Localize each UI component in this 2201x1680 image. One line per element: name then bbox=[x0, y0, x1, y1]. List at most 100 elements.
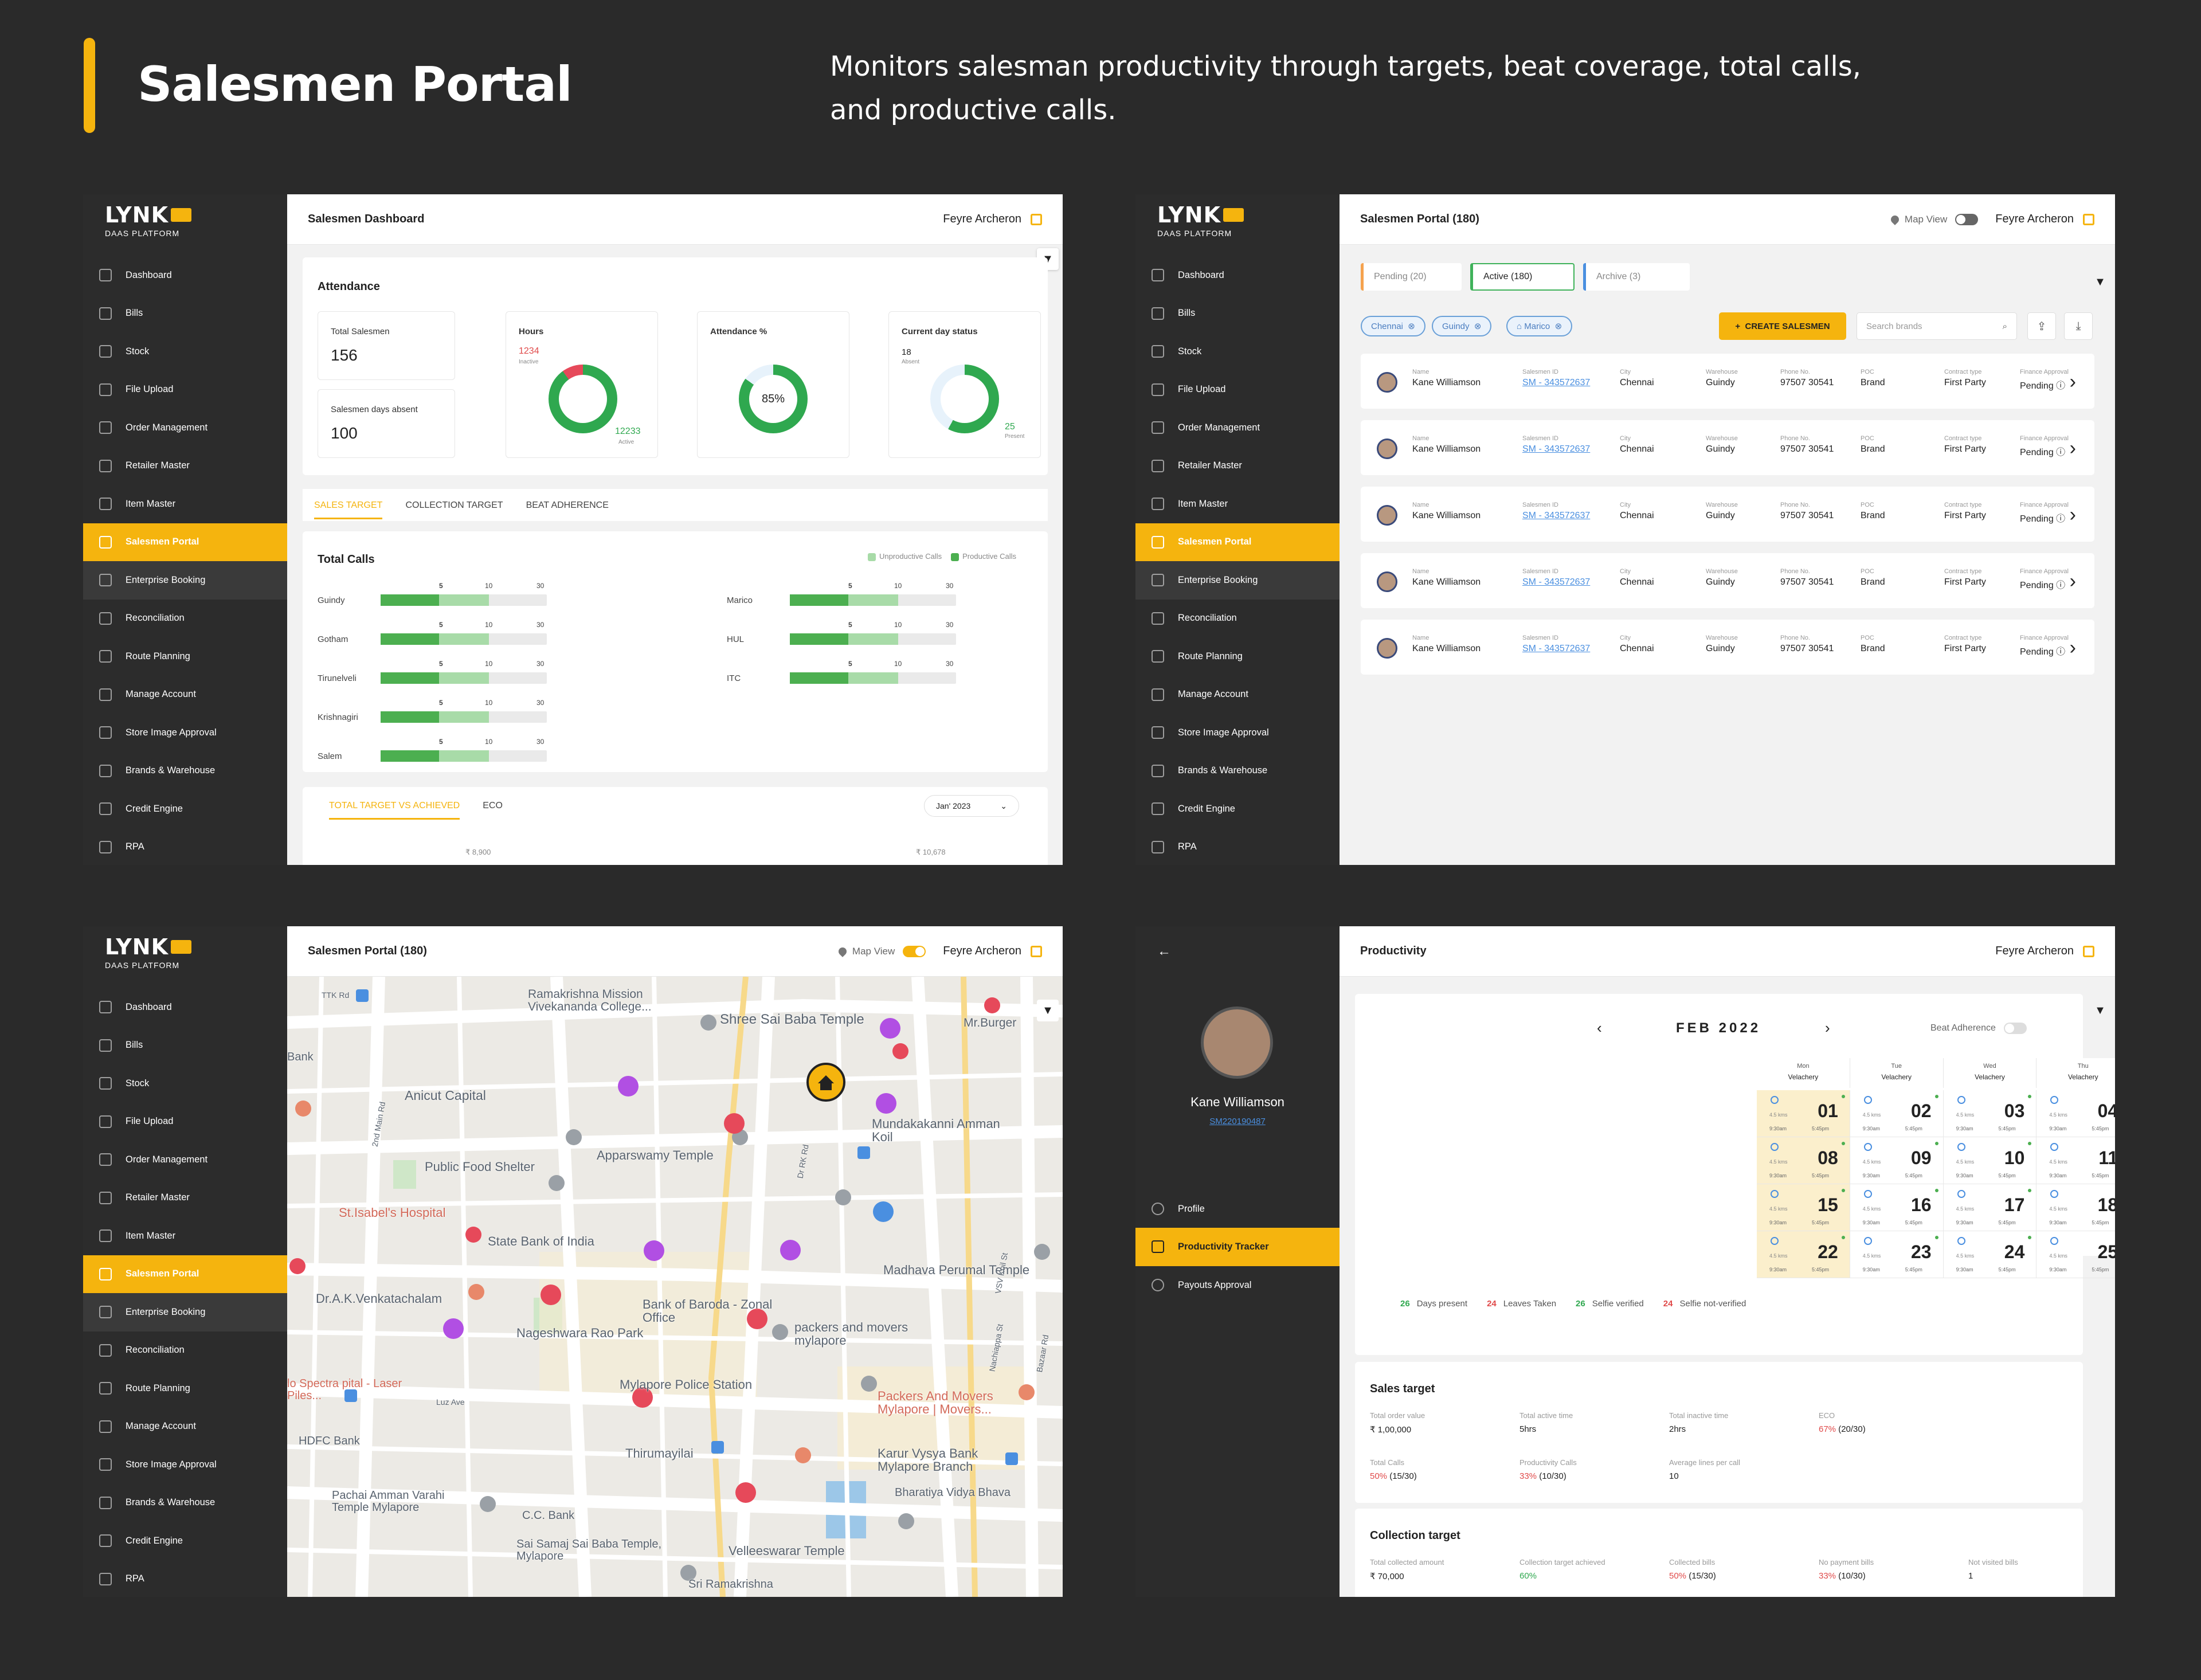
calendar-day-cell[interactable]: 23 4.5 kms 9:30am 5:45pm bbox=[1850, 1231, 1944, 1278]
logout-icon[interactable] bbox=[1031, 213, 1042, 225]
filter-chip-guindy[interactable]: Guindy ⊗ bbox=[1432, 316, 1492, 336]
sidebar-item-route-planning[interactable]: Route Planning bbox=[1135, 637, 1340, 676]
tab-collection-target[interactable]: COLLECTION TARGET bbox=[405, 500, 503, 510]
calendar-day-cell[interactable]: 16 4.5 kms 9:30am 5:45pm bbox=[1850, 1184, 1944, 1231]
sidebar-item-salesmen-portal[interactable]: Salesmen Portal bbox=[83, 1255, 287, 1293]
logout-icon[interactable] bbox=[2083, 945, 2094, 957]
user-name[interactable]: Feyre Archeron bbox=[1995, 213, 2074, 225]
sidebar-item-item-master[interactable]: Item Master bbox=[1135, 485, 1340, 523]
upload-icon[interactable]: ⇪ bbox=[2027, 312, 2056, 340]
logout-icon[interactable] bbox=[2083, 213, 2094, 225]
sidebar-item-route-planning[interactable]: Route Planning bbox=[83, 637, 287, 676]
chevron-right-icon[interactable]: › bbox=[2069, 504, 2076, 526]
chevron-right-icon[interactable]: › bbox=[2069, 637, 2076, 659]
sidebar-item-manage-account[interactable]: Manage Account bbox=[83, 676, 287, 714]
cell-value[interactable]: SM - 343572637 bbox=[1522, 577, 1591, 587]
tab-archive[interactable]: Archive (3) bbox=[1583, 263, 1690, 291]
beat-adherence-toggle[interactable]: Beat Adherence bbox=[1930, 1023, 2027, 1034]
sidebar-item-brands-warehouse[interactable]: Brands & Warehouse bbox=[1135, 752, 1340, 790]
calendar-day-cell[interactable]: 15 4.5 kms 9:30am 5:45pm bbox=[1757, 1184, 1850, 1231]
table-row[interactable]: Name Kane Williamson Salesmen ID SM - 34357… bbox=[1361, 420, 2094, 475]
cell-value[interactable]: SM - 343572637 bbox=[1522, 378, 1591, 387]
filter-icon[interactable]: ▼ bbox=[2094, 275, 2106, 288]
cell-value[interactable]: SM - 343572637 bbox=[1522, 511, 1591, 520]
sidebar-item-bills[interactable]: Bills bbox=[1135, 295, 1340, 333]
chevron-right-icon[interactable]: › bbox=[2069, 570, 2076, 592]
calendar-day-cell[interactable]: 01 4.5 kms 9:30am 5:45pm bbox=[1757, 1090, 1850, 1137]
next-month-icon[interactable]: › bbox=[1825, 1019, 1830, 1036]
table-row[interactable]: Name Kane Williamson Salesmen ID SM - 34357… bbox=[1361, 487, 2094, 542]
sidebar-item-credit-engine[interactable]: Credit Engine bbox=[83, 790, 287, 828]
user-name[interactable]: Feyre Archeron bbox=[943, 945, 1021, 957]
tab-pending[interactable]: Pending (20) bbox=[1361, 263, 1462, 291]
sidebar-item-retailer-master[interactable]: Retailer Master bbox=[1135, 447, 1340, 485]
sidebar-item-route-planning[interactable]: Route Planning bbox=[83, 1369, 287, 1408]
table-row[interactable]: Name Kane Williamson Salesmen ID SM - 34357… bbox=[1361, 620, 2094, 675]
nav-productivity-tracker[interactable]: Productivity Tracker bbox=[1135, 1228, 1340, 1266]
create-salesmen-button[interactable]: + CREATE SALESMEN bbox=[1719, 312, 1846, 340]
calendar-day-cell[interactable]: 09 4.5 kms 9:30am 5:45pm bbox=[1850, 1137, 1944, 1184]
sidebar-item-manage-account[interactable]: Manage Account bbox=[83, 1408, 287, 1446]
filter-chip-chennai[interactable]: Chennai ⊗ bbox=[1361, 316, 1425, 336]
sidebar-item-stock[interactable]: Stock bbox=[83, 1064, 287, 1103]
sidebar-item-file-upload[interactable]: File Upload bbox=[1135, 371, 1340, 409]
calendar-day-cell[interactable]: 02 4.5 kms 9:30am 5:45pm bbox=[1850, 1090, 1944, 1137]
sidebar-item-enterprise-booking[interactable]: Enterprise Booking bbox=[1135, 561, 1340, 600]
sidebar-item-dashboard[interactable]: Dashboard bbox=[1135, 256, 1340, 295]
sidebar-item-bills[interactable]: Bills bbox=[83, 1027, 287, 1065]
chevron-right-icon[interactable]: › bbox=[2069, 371, 2076, 393]
sidebar-item-order-management[interactable]: Order Management bbox=[83, 1141, 287, 1179]
calendar-day-cell[interactable]: 17 4.5 kms 9:30am 5:45pm bbox=[1943, 1184, 2037, 1231]
sidebar-item-credit-engine[interactable]: Credit Engine bbox=[83, 1522, 287, 1560]
calendar-day-cell[interactable]: 25 4.5 kms 9:30am 5:45pm bbox=[2036, 1231, 2115, 1278]
sidebar-item-reconciliation[interactable]: Reconciliation bbox=[83, 1332, 287, 1370]
sidebar-item-stock[interactable]: Stock bbox=[83, 332, 287, 371]
sidebar-item-file-upload[interactable]: File Upload bbox=[83, 1103, 287, 1141]
sidebar-item-manage-account[interactable]: Manage Account bbox=[1135, 676, 1340, 714]
tab-eco[interactable]: ECO bbox=[483, 801, 503, 810]
sidebar-item-store-image-approval[interactable]: Store Image Approval bbox=[83, 714, 287, 752]
month-select[interactable]: Jan' 2023 ⌄ bbox=[924, 795, 1019, 817]
nav-payouts-approval[interactable]: Payouts Approval bbox=[1135, 1266, 1340, 1305]
sidebar-item-rpa[interactable]: RPA bbox=[83, 1560, 287, 1597]
tab-active[interactable]: Active (180) bbox=[1470, 263, 1575, 291]
sidebar-item-file-upload[interactable]: File Upload bbox=[83, 371, 287, 409]
user-name[interactable]: Feyre Archeron bbox=[943, 213, 1021, 225]
sidebar-item-bills[interactable]: Bills bbox=[83, 295, 287, 333]
filter-icon[interactable]: ▼ bbox=[1037, 1000, 1059, 1021]
map-view-toggle[interactable]: Map View bbox=[837, 945, 926, 957]
sidebar-item-reconciliation[interactable]: Reconciliation bbox=[1135, 600, 1340, 638]
sidebar-item-dashboard[interactable]: Dashboard bbox=[83, 988, 287, 1027]
filter-icon[interactable]: ▼ bbox=[2094, 1004, 2106, 1017]
calendar-day-cell[interactable]: 11 4.5 kms 9:30am 5:45pm bbox=[2036, 1137, 2115, 1184]
profile-id[interactable]: SM220190487 bbox=[1209, 1117, 1266, 1126]
nav-profile[interactable]: Profile bbox=[1135, 1190, 1340, 1228]
sidebar-item-retailer-master[interactable]: Retailer Master bbox=[83, 1179, 287, 1217]
sidebar-item-store-image-approval[interactable]: Store Image Approval bbox=[83, 1446, 287, 1484]
calendar-day-cell[interactable]: 24 4.5 kms 9:30am 5:45pm bbox=[1943, 1231, 2037, 1278]
sidebar-item-order-management[interactable]: Order Management bbox=[1135, 409, 1340, 447]
tab-sales-target[interactable]: SALES TARGET bbox=[314, 500, 383, 519]
map-view[interactable]: Ramakrishna Mission Vivekananda College.… bbox=[287, 977, 1063, 1597]
sidebar-item-brands-warehouse[interactable]: Brands & Warehouse bbox=[83, 1484, 287, 1522]
sidebar-item-retailer-master[interactable]: Retailer Master bbox=[83, 447, 287, 485]
back-arrow-icon[interactable]: ← bbox=[1157, 943, 1171, 959]
user-name[interactable]: Feyre Archeron bbox=[1995, 945, 2074, 957]
sidebar-item-store-image-approval[interactable]: Store Image Approval bbox=[1135, 714, 1340, 752]
table-row[interactable]: Name Kane Williamson Salesmen ID SM - 34357… bbox=[1361, 354, 2094, 409]
sidebar-item-item-master[interactable]: Item Master bbox=[83, 1217, 287, 1255]
sidebar-item-reconciliation[interactable]: Reconciliation bbox=[83, 600, 287, 638]
calendar-day-cell[interactable]: 03 4.5 kms 9:30am 5:45pm bbox=[1943, 1090, 2037, 1137]
calendar-day-cell[interactable]: 04 4.5 kms 9:30am 5:45pm bbox=[2036, 1090, 2115, 1137]
logout-icon[interactable] bbox=[1031, 945, 1042, 957]
sidebar-item-order-management[interactable]: Order Management bbox=[83, 409, 287, 447]
tab-beat-adherence[interactable]: BEAT ADHERENCE bbox=[526, 500, 609, 510]
sidebar-item-enterprise-booking[interactable]: Enterprise Booking bbox=[83, 1293, 287, 1332]
cell-value[interactable]: SM - 343572637 bbox=[1522, 444, 1591, 454]
filter-chip-marico[interactable]: ⌂ Marico ⊗ bbox=[1506, 316, 1573, 336]
prev-month-icon[interactable]: ‹ bbox=[1597, 1019, 1602, 1036]
map-view-toggle[interactable]: Map View bbox=[1889, 213, 1979, 225]
cell-value[interactable]: SM - 343572637 bbox=[1522, 644, 1591, 653]
sidebar-item-credit-engine[interactable]: Credit Engine bbox=[1135, 790, 1340, 828]
tab-total-target[interactable]: TOTAL TARGET VS ACHIEVED bbox=[329, 801, 460, 820]
